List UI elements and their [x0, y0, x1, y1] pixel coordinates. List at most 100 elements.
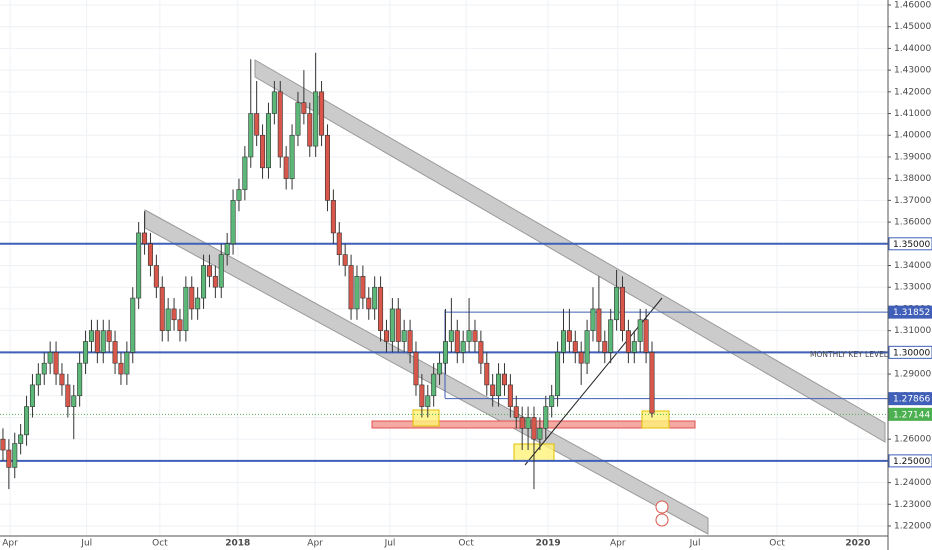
candle-body — [0, 438, 6, 451]
candle-body — [460, 341, 466, 353]
y-tick-label: 1.26000 — [894, 435, 931, 445]
x-tick-label: Apr — [307, 539, 323, 549]
candle-body — [425, 395, 431, 407]
candle-body — [419, 384, 425, 407]
x-tick-label: Oct — [769, 539, 785, 549]
y-tick-label: 1.24000 — [894, 478, 931, 488]
candle-body — [130, 297, 136, 353]
candles — [0, 52, 655, 490]
x-tick-label: 2019 — [536, 539, 561, 549]
y-tick-label: 1.34000 — [894, 261, 931, 271]
candle-body — [431, 373, 437, 397]
candle-body — [29, 384, 35, 407]
annotation: MONTHLY KEY LEVEL — [810, 350, 889, 359]
level-tag — [888, 454, 932, 468]
candle-body — [201, 265, 207, 299]
candle-body — [295, 102, 301, 136]
candle-body — [301, 102, 307, 114]
candle-body — [566, 330, 572, 342]
x-tick-label: Oct — [458, 539, 474, 549]
level-label: 1.27144 — [893, 410, 930, 420]
candle-body — [413, 352, 419, 386]
candle-body — [195, 297, 201, 310]
candle-body — [118, 362, 124, 375]
candle-body — [372, 286, 378, 310]
candle-body — [319, 91, 325, 136]
candle-body — [496, 373, 502, 397]
candle-body — [543, 406, 549, 429]
candle-body — [171, 308, 177, 321]
candle-body — [236, 189, 242, 201]
candle-body — [507, 384, 513, 407]
candle-body — [537, 428, 543, 440]
candle-body — [560, 330, 566, 353]
candle-body — [584, 330, 590, 364]
candle-body — [106, 330, 112, 342]
candle-body — [212, 276, 218, 288]
candle-body — [18, 434, 24, 444]
candle-body — [531, 417, 537, 440]
candle-body — [442, 341, 448, 364]
candle-body — [12, 443, 18, 468]
candle-body — [437, 362, 443, 375]
y-tick-label: 1.41000 — [894, 109, 931, 119]
candle-body — [525, 417, 531, 429]
candle-body — [454, 330, 460, 353]
candle-body — [519, 417, 525, 429]
level-tag — [888, 237, 932, 251]
candle-body — [649, 352, 655, 414]
level-label: 1.30000 — [893, 348, 930, 358]
level-tag — [888, 407, 932, 421]
y-tick-label: 1.36000 — [894, 218, 931, 228]
candle-body — [94, 330, 100, 353]
candle-body — [448, 330, 454, 342]
candle-body — [47, 352, 53, 364]
candle-body — [53, 352, 59, 375]
y-tick-label: 1.33000 — [894, 283, 931, 293]
candle-body — [206, 265, 212, 277]
candle-body — [112, 341, 118, 364]
candle-body — [631, 341, 637, 353]
candle-body — [513, 406, 519, 418]
candle-body — [83, 341, 89, 364]
highlight-box — [641, 410, 670, 429]
candle-body — [271, 91, 277, 114]
candle-body — [153, 265, 159, 288]
candle-body — [614, 286, 620, 321]
y-tick-label: 1.46000 — [894, 0, 931, 10]
candle-body — [59, 373, 65, 386]
candle-body — [383, 330, 389, 342]
y-tick-label: 1.45000 — [894, 22, 931, 32]
candle-body — [354, 276, 360, 310]
x-tick-label: Apr — [610, 539, 626, 549]
candle-body — [283, 156, 289, 179]
candle-body — [484, 362, 490, 386]
candle-body — [88, 330, 94, 342]
level-label: 1.31852 — [893, 308, 930, 318]
y-tick-label: 1.39000 — [894, 152, 931, 162]
level-label: 1.25000 — [893, 457, 930, 467]
highlight-box — [412, 409, 440, 427]
candle-body — [265, 113, 271, 169]
candle-body — [177, 319, 183, 331]
y-tick-label: 1.42000 — [894, 87, 931, 97]
candle-body — [578, 352, 584, 364]
candle-body — [142, 232, 148, 245]
y-tick-label: 1.23000 — [894, 500, 931, 510]
candle-body — [260, 134, 266, 169]
candle-body — [555, 352, 561, 397]
candle-body — [478, 341, 484, 364]
candle-body — [277, 91, 283, 158]
candle-body — [77, 362, 83, 397]
candle-body — [501, 373, 507, 386]
candle-body — [348, 265, 354, 310]
x-tick-label: 2018 — [225, 539, 250, 549]
x-tick-label: Apr — [2, 539, 18, 549]
x-tick-label: Oct — [152, 539, 168, 549]
level-label: 1.27866 — [893, 395, 930, 405]
candle-body — [330, 200, 336, 234]
x-tick-label: Jul — [384, 539, 396, 549]
candle-body — [596, 308, 602, 342]
candle-body — [159, 286, 165, 331]
